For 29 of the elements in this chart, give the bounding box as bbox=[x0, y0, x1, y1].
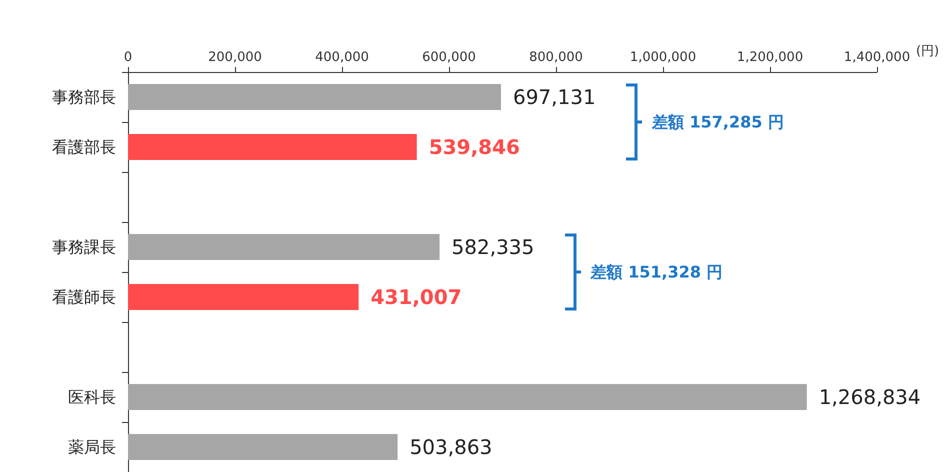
x-tick-label: 600,000 bbox=[422, 50, 476, 65]
x-tick-label: 1,400,000 bbox=[844, 50, 910, 65]
bar bbox=[128, 284, 359, 310]
x-tick-label: 800,000 bbox=[529, 50, 583, 65]
bar bbox=[128, 434, 398, 460]
y-tick-label: 看護師長 bbox=[52, 288, 116, 306]
x-tick-label: 1,000,000 bbox=[630, 50, 696, 65]
bar bbox=[128, 134, 417, 160]
y-tick-label: 事務部長 bbox=[52, 88, 116, 106]
annotation: 差額 157,285 円 bbox=[650, 112, 784, 132]
data-label: 539,846 bbox=[428, 135, 520, 159]
bar bbox=[128, 384, 807, 410]
x-tick-label: 0 bbox=[124, 50, 132, 65]
y-tick-label: 事務課長 bbox=[52, 238, 116, 256]
data-label: 503,863 bbox=[410, 435, 492, 459]
data-label: 697,131 bbox=[512, 85, 596, 109]
x-tick-label: 200,000 bbox=[208, 50, 262, 65]
y-tick-label: 薬局長 bbox=[68, 438, 116, 456]
data-label: 582,335 bbox=[452, 235, 534, 259]
x-tick-label: 400,000 bbox=[315, 50, 369, 65]
y-tick-label: 医科長 bbox=[68, 388, 116, 406]
data-label: 1,268,834 bbox=[818, 385, 921, 409]
y-tick-label: 看護部長 bbox=[52, 138, 116, 156]
annotation: 差額 151,328 円 bbox=[590, 262, 723, 282]
bar bbox=[128, 234, 440, 260]
x-tick-label: 1,200,000 bbox=[736, 50, 804, 65]
bar bbox=[128, 84, 501, 110]
data-label: 431,007 bbox=[370, 285, 462, 309]
x-axis-title: (円) bbox=[916, 44, 940, 59]
